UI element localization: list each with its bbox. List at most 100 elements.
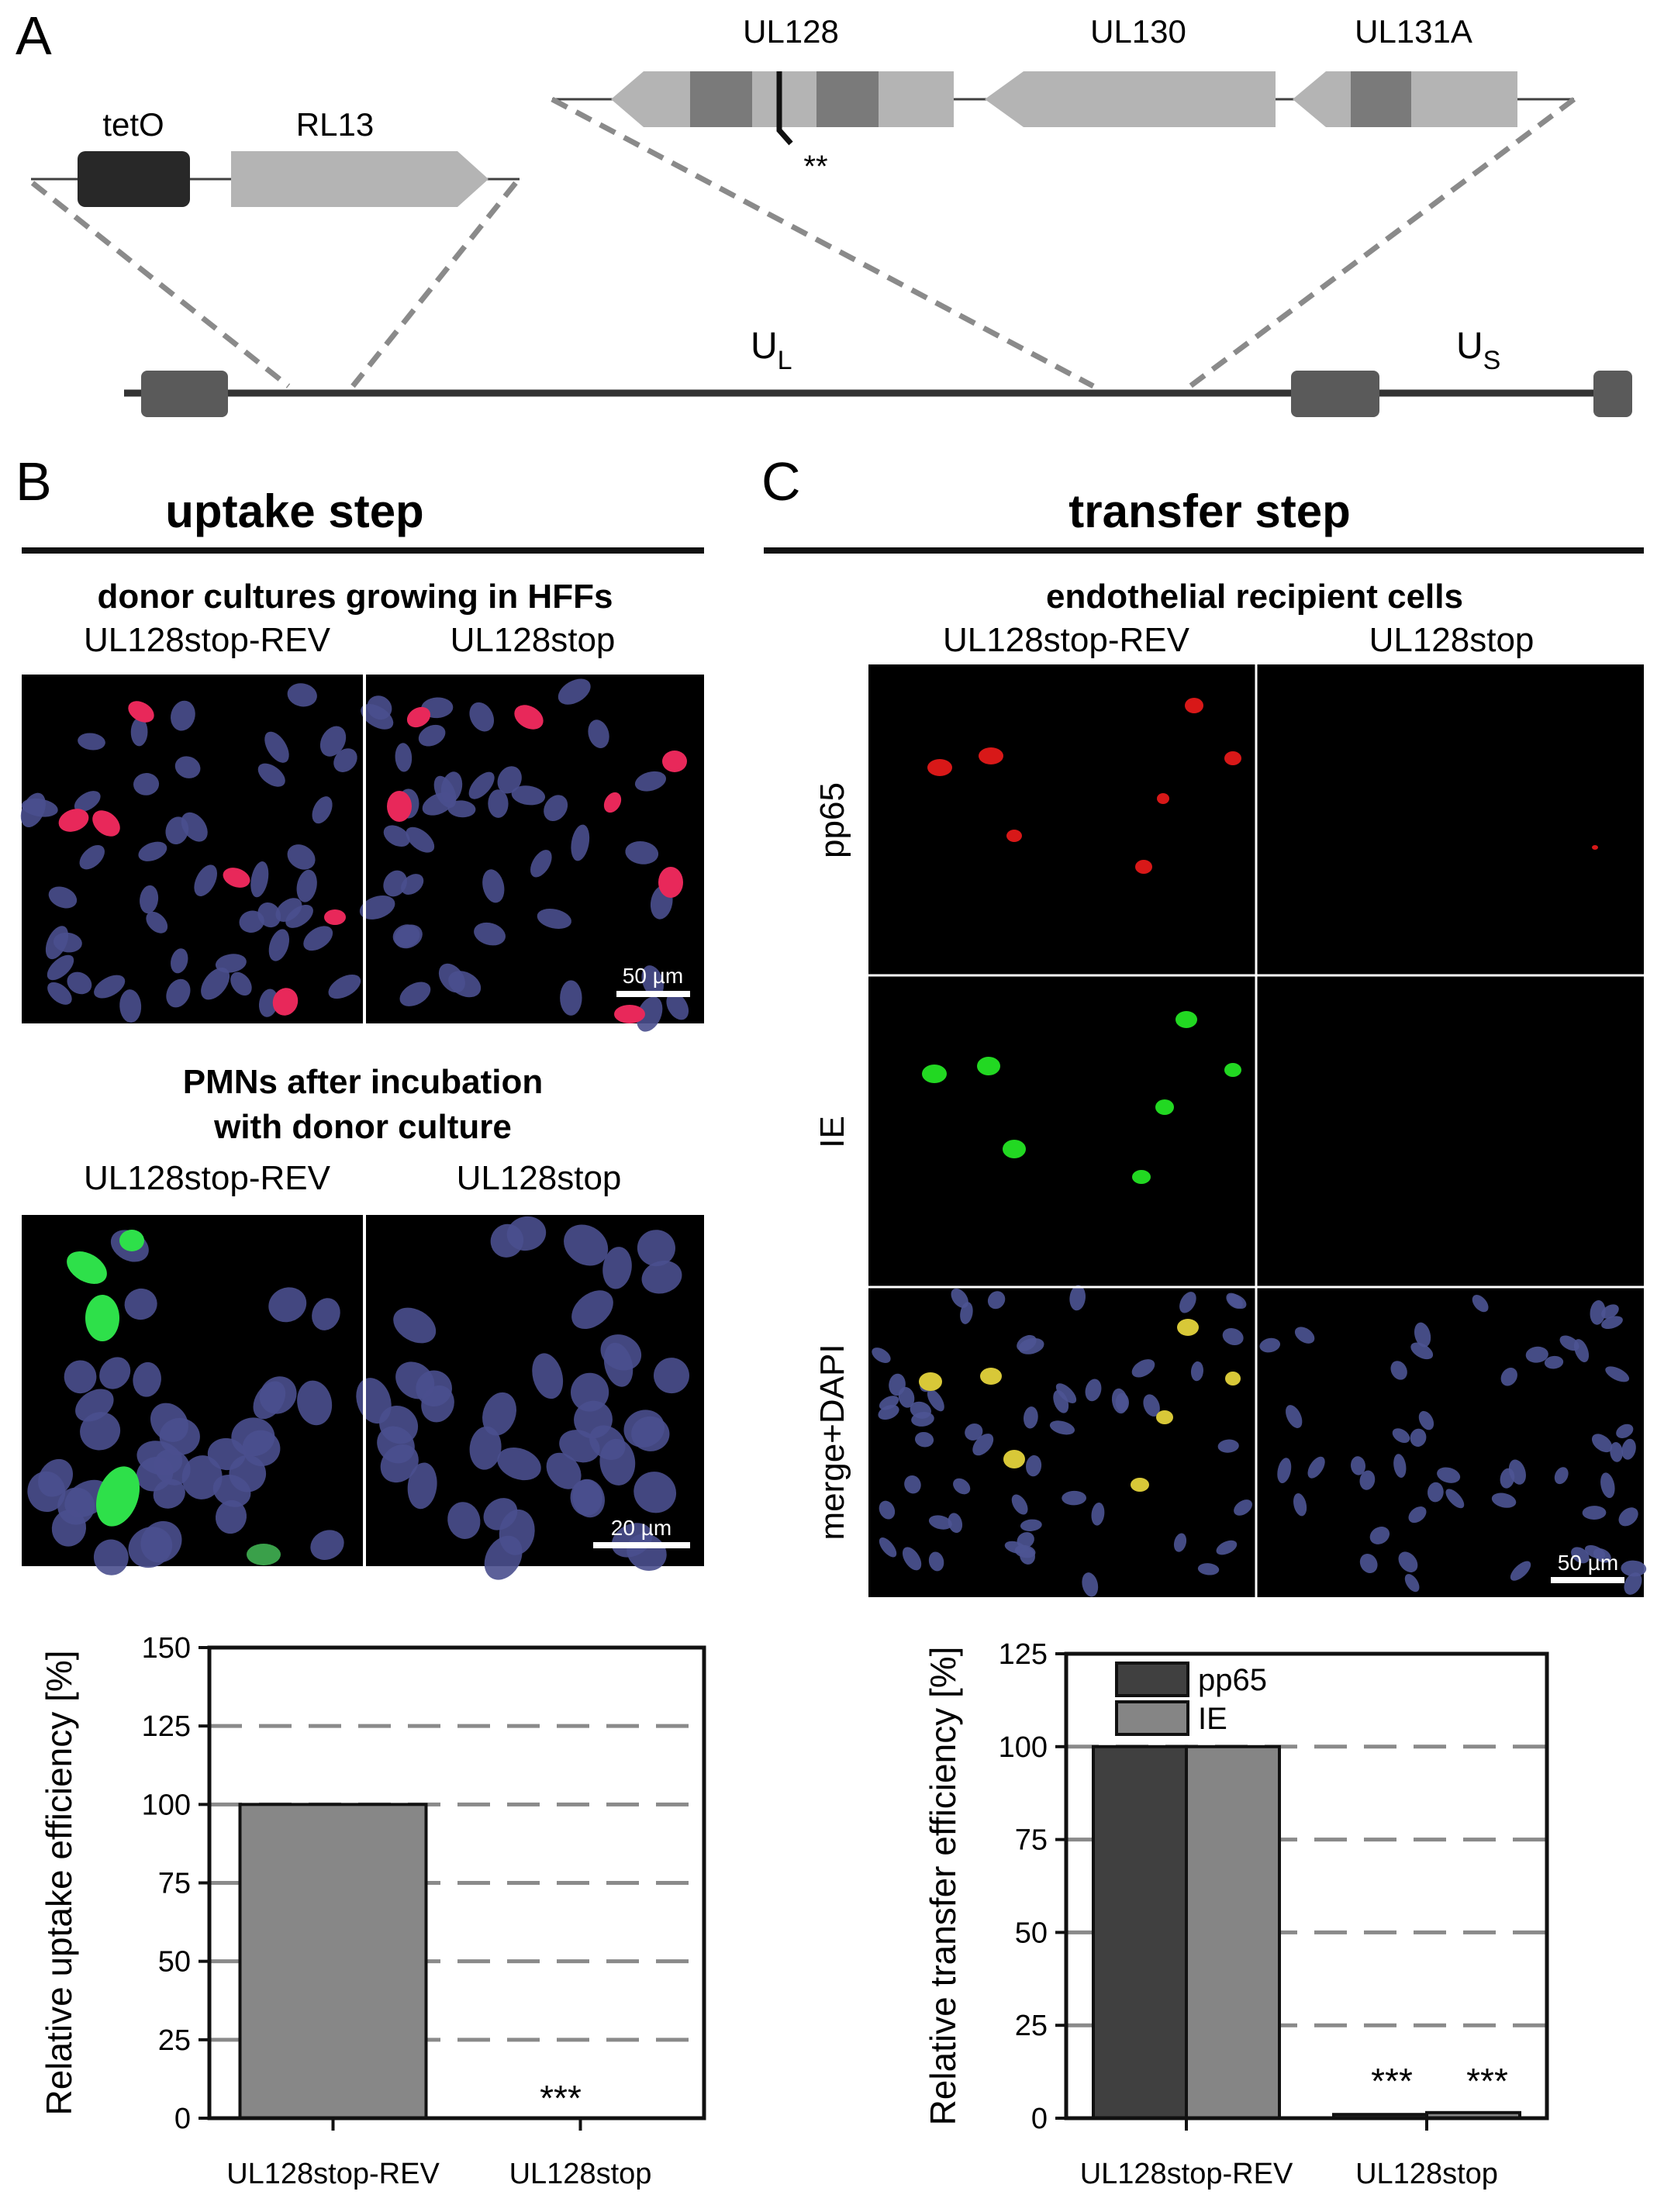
pp65-positive-nucleus [1224,751,1241,765]
dapi-nucleus [1222,1327,1244,1346]
pmn-nucleus [631,1416,670,1451]
dapi-nucleus [1510,1561,1531,1581]
nucleus [544,795,568,822]
infected-nucleus [614,1005,645,1023]
dapi-nucleus [1217,1439,1239,1453]
pmn-nucleus [637,1230,675,1267]
y-tick-label: 0 [174,2103,191,2135]
dapi-nucleus [1259,1337,1281,1353]
ul131a-label: UL131A [1355,13,1472,50]
nucleus [469,702,495,732]
pp65-positive-nucleus [979,747,1003,764]
pmn-nucleus [150,1403,188,1442]
dapi-nucleus [902,1547,922,1571]
pmn-nucleus [99,1357,131,1389]
dapi-nucleus [1286,1405,1303,1428]
nucleus [74,791,101,813]
legend-label: pp65 [1198,1663,1267,1697]
nucleus [474,922,506,946]
dapi-nucleus [1011,1494,1028,1515]
dapi-nucleus [1277,1458,1292,1484]
pmn-nucleus [571,1372,609,1412]
double-positive-nucleus [1177,1319,1199,1336]
ul131a-exon [1351,71,1411,127]
pmn-nucleus [133,1361,161,1397]
dapi-nucleus [1410,1342,1434,1360]
legend-label: IE [1198,1702,1227,1736]
nucleus [130,717,148,747]
nucleus [119,989,142,1023]
pmn-nucleus [393,1307,437,1344]
ie-positive-nucleus [922,1065,947,1083]
pmn-nucleus [407,1462,437,1510]
row-label-pp65: pp65 [813,782,851,858]
plot-frame [1064,1651,1549,2121]
nucleus [488,789,509,818]
panel-b: B uptake step donor cultures growing in … [16,451,706,2190]
ie-positive-nucleus [1003,1140,1026,1158]
infected-nucleus [272,988,299,1016]
nucleus [21,798,58,817]
nucleus [166,978,191,1008]
x-tick-label: UL128stop [509,2158,652,2190]
dapi-nucleus [1616,1423,1634,1438]
dapi-nucleus [1023,1406,1038,1429]
dapi-nucleus [1369,1527,1390,1544]
donor-nuclei-stop [359,678,689,1032]
x-tick-label: UL128stop-REV [226,2158,440,2190]
dapi-nucleus [1404,1574,1420,1593]
genome-repeat-trl [141,371,228,417]
pmn-nucleus [599,1438,636,1486]
recipient-nuclei [872,698,1647,1597]
double-positive-nucleus [919,1372,942,1391]
ul128-exon-2 [816,71,879,127]
gfp-pmn [95,1466,140,1527]
dapi-nucleus [1091,1502,1105,1526]
nucleus [641,965,664,998]
pmn-nucleus [482,1392,516,1436]
dapi-nucleus [1410,1428,1427,1447]
nucleus [359,895,395,920]
dapi-nucleus [1500,1368,1517,1386]
infected-nucleus [324,909,346,925]
donor-image-rev [22,675,363,1023]
dapi-nucleus [987,1291,1006,1310]
panel-a: A tetO RL13 ** UL128 UL130 UL131A U [16,5,1632,417]
double-positive-nucleus [1225,1372,1241,1386]
dapi-nucleus [1131,1359,1155,1378]
bar-pp65 [1092,1744,1188,2121]
nucleus [303,926,333,951]
nucleus [666,992,689,1020]
y-tick-label: 25 [1015,2010,1048,2042]
nucleus [482,869,505,903]
nucleus [319,726,347,757]
double-positive-nucleus [1003,1450,1025,1468]
nucleus [497,766,522,794]
infected-nucleus [92,810,120,837]
double-positive-nucleus [1156,1410,1173,1424]
donor-nuclei-rev [20,683,361,1023]
y-tick-label: 25 [158,2024,191,2057]
dapi-nucleus [1197,1563,1220,1575]
pmn-nucleus [469,1426,502,1470]
panel-c: C transfer step endothelial recipient ce… [761,451,1647,2190]
dapi-nucleus [1055,1383,1077,1403]
nucleus [171,700,195,731]
pmn-nucleus [153,1479,185,1509]
nucleus [79,844,105,870]
pmn-nucleus [611,1523,653,1558]
legend-swatch-pp65 [1115,1662,1189,1697]
dapi-nucleus [1190,1361,1203,1382]
dapi-nucleus [879,1500,896,1520]
dapi-nucleus [1053,1389,1069,1413]
nucleus [78,733,105,751]
dapi-nucleus [1573,1339,1590,1362]
pmn-heading-line2: with donor culture [213,1108,512,1146]
nucleus [530,850,552,878]
panel-b-letter: B [16,451,52,512]
dapi-nucleus [1414,1322,1431,1348]
infected-nucleus [658,867,683,898]
infected-nucleus [406,706,431,728]
nucleus [48,886,78,909]
nucleus [406,826,435,853]
